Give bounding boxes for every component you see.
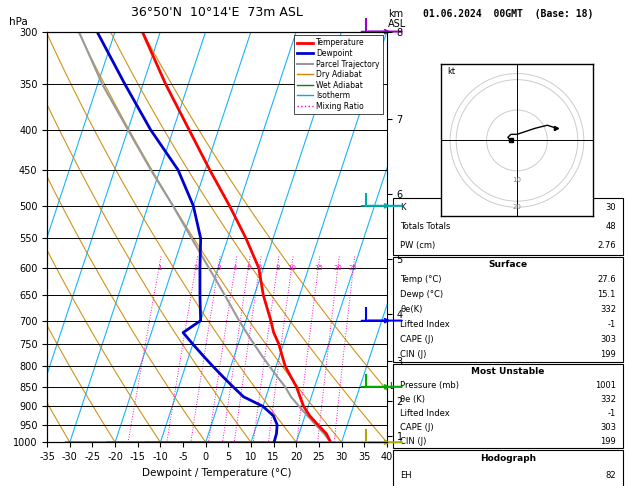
X-axis label: Dewpoint / Temperature (°C): Dewpoint / Temperature (°C) (142, 468, 292, 478)
Text: Totals Totals: Totals Totals (400, 222, 450, 231)
Bar (393, 198, 623, 256)
Text: EH: EH (400, 470, 411, 480)
Text: 30: 30 (605, 203, 616, 212)
Text: 6: 6 (257, 265, 262, 271)
Text: km
ASL: km ASL (388, 9, 406, 29)
Legend: Temperature, Dewpoint, Parcel Trajectory, Dry Adiabat, Wet Adiabat, Isotherm, Mi: Temperature, Dewpoint, Parcel Trajectory… (294, 35, 383, 114)
Text: 15.1: 15.1 (598, 290, 616, 299)
Text: Most Unstable: Most Unstable (471, 367, 545, 376)
Text: 303: 303 (600, 423, 616, 432)
Bar (393, 258, 623, 362)
Text: 3: 3 (216, 265, 221, 271)
Text: Lifted Index: Lifted Index (400, 320, 450, 330)
Text: 1001: 1001 (595, 381, 616, 390)
Text: Pressure (mb): Pressure (mb) (400, 381, 459, 390)
Text: 25: 25 (349, 265, 358, 271)
Text: 48: 48 (605, 222, 616, 231)
Text: Lifted Index: Lifted Index (400, 409, 450, 418)
Text: K: K (400, 203, 406, 212)
Text: 1: 1 (157, 265, 161, 271)
Text: -1: -1 (608, 409, 616, 418)
Text: 27.6: 27.6 (597, 276, 616, 284)
Text: 01.06.2024  00GMT  (Base: 18): 01.06.2024 00GMT (Base: 18) (423, 9, 593, 19)
Text: LCL: LCL (389, 382, 404, 391)
Text: 303: 303 (600, 335, 616, 344)
Text: 2.76: 2.76 (597, 242, 616, 250)
Text: -1: -1 (608, 320, 616, 330)
Text: 8: 8 (275, 265, 279, 271)
Text: 20: 20 (513, 204, 521, 210)
Text: 36°50'N  10°14'E  73m ASL: 36°50'N 10°14'E 73m ASL (131, 6, 303, 19)
Text: Surface: Surface (488, 260, 528, 269)
Text: 199: 199 (600, 350, 616, 359)
Text: 332: 332 (600, 395, 616, 404)
Text: 82: 82 (605, 470, 616, 480)
Text: CAPE (J): CAPE (J) (400, 423, 433, 432)
Text: 4: 4 (233, 265, 237, 271)
Text: kt: kt (447, 67, 455, 75)
Bar (393, 451, 623, 486)
Text: CAPE (J): CAPE (J) (400, 335, 433, 344)
Text: θe(K): θe(K) (400, 305, 423, 314)
Text: 199: 199 (600, 437, 616, 446)
Text: PW (cm): PW (cm) (400, 242, 435, 250)
Text: Dewp (°C): Dewp (°C) (400, 290, 443, 299)
Text: θe (K): θe (K) (400, 395, 425, 404)
Text: 332: 332 (600, 305, 616, 314)
Text: 10: 10 (287, 265, 296, 271)
Text: 2: 2 (194, 265, 198, 271)
Text: 20: 20 (333, 265, 342, 271)
Text: hPa: hPa (9, 17, 28, 27)
Bar (393, 364, 623, 449)
Text: 10: 10 (513, 177, 521, 183)
Text: CIN (J): CIN (J) (400, 350, 426, 359)
Text: Temp (°C): Temp (°C) (400, 276, 442, 284)
Text: Hodograph: Hodograph (480, 454, 536, 463)
Text: 15: 15 (314, 265, 323, 271)
Text: 5: 5 (246, 265, 250, 271)
Text: CIN (J): CIN (J) (400, 437, 426, 446)
